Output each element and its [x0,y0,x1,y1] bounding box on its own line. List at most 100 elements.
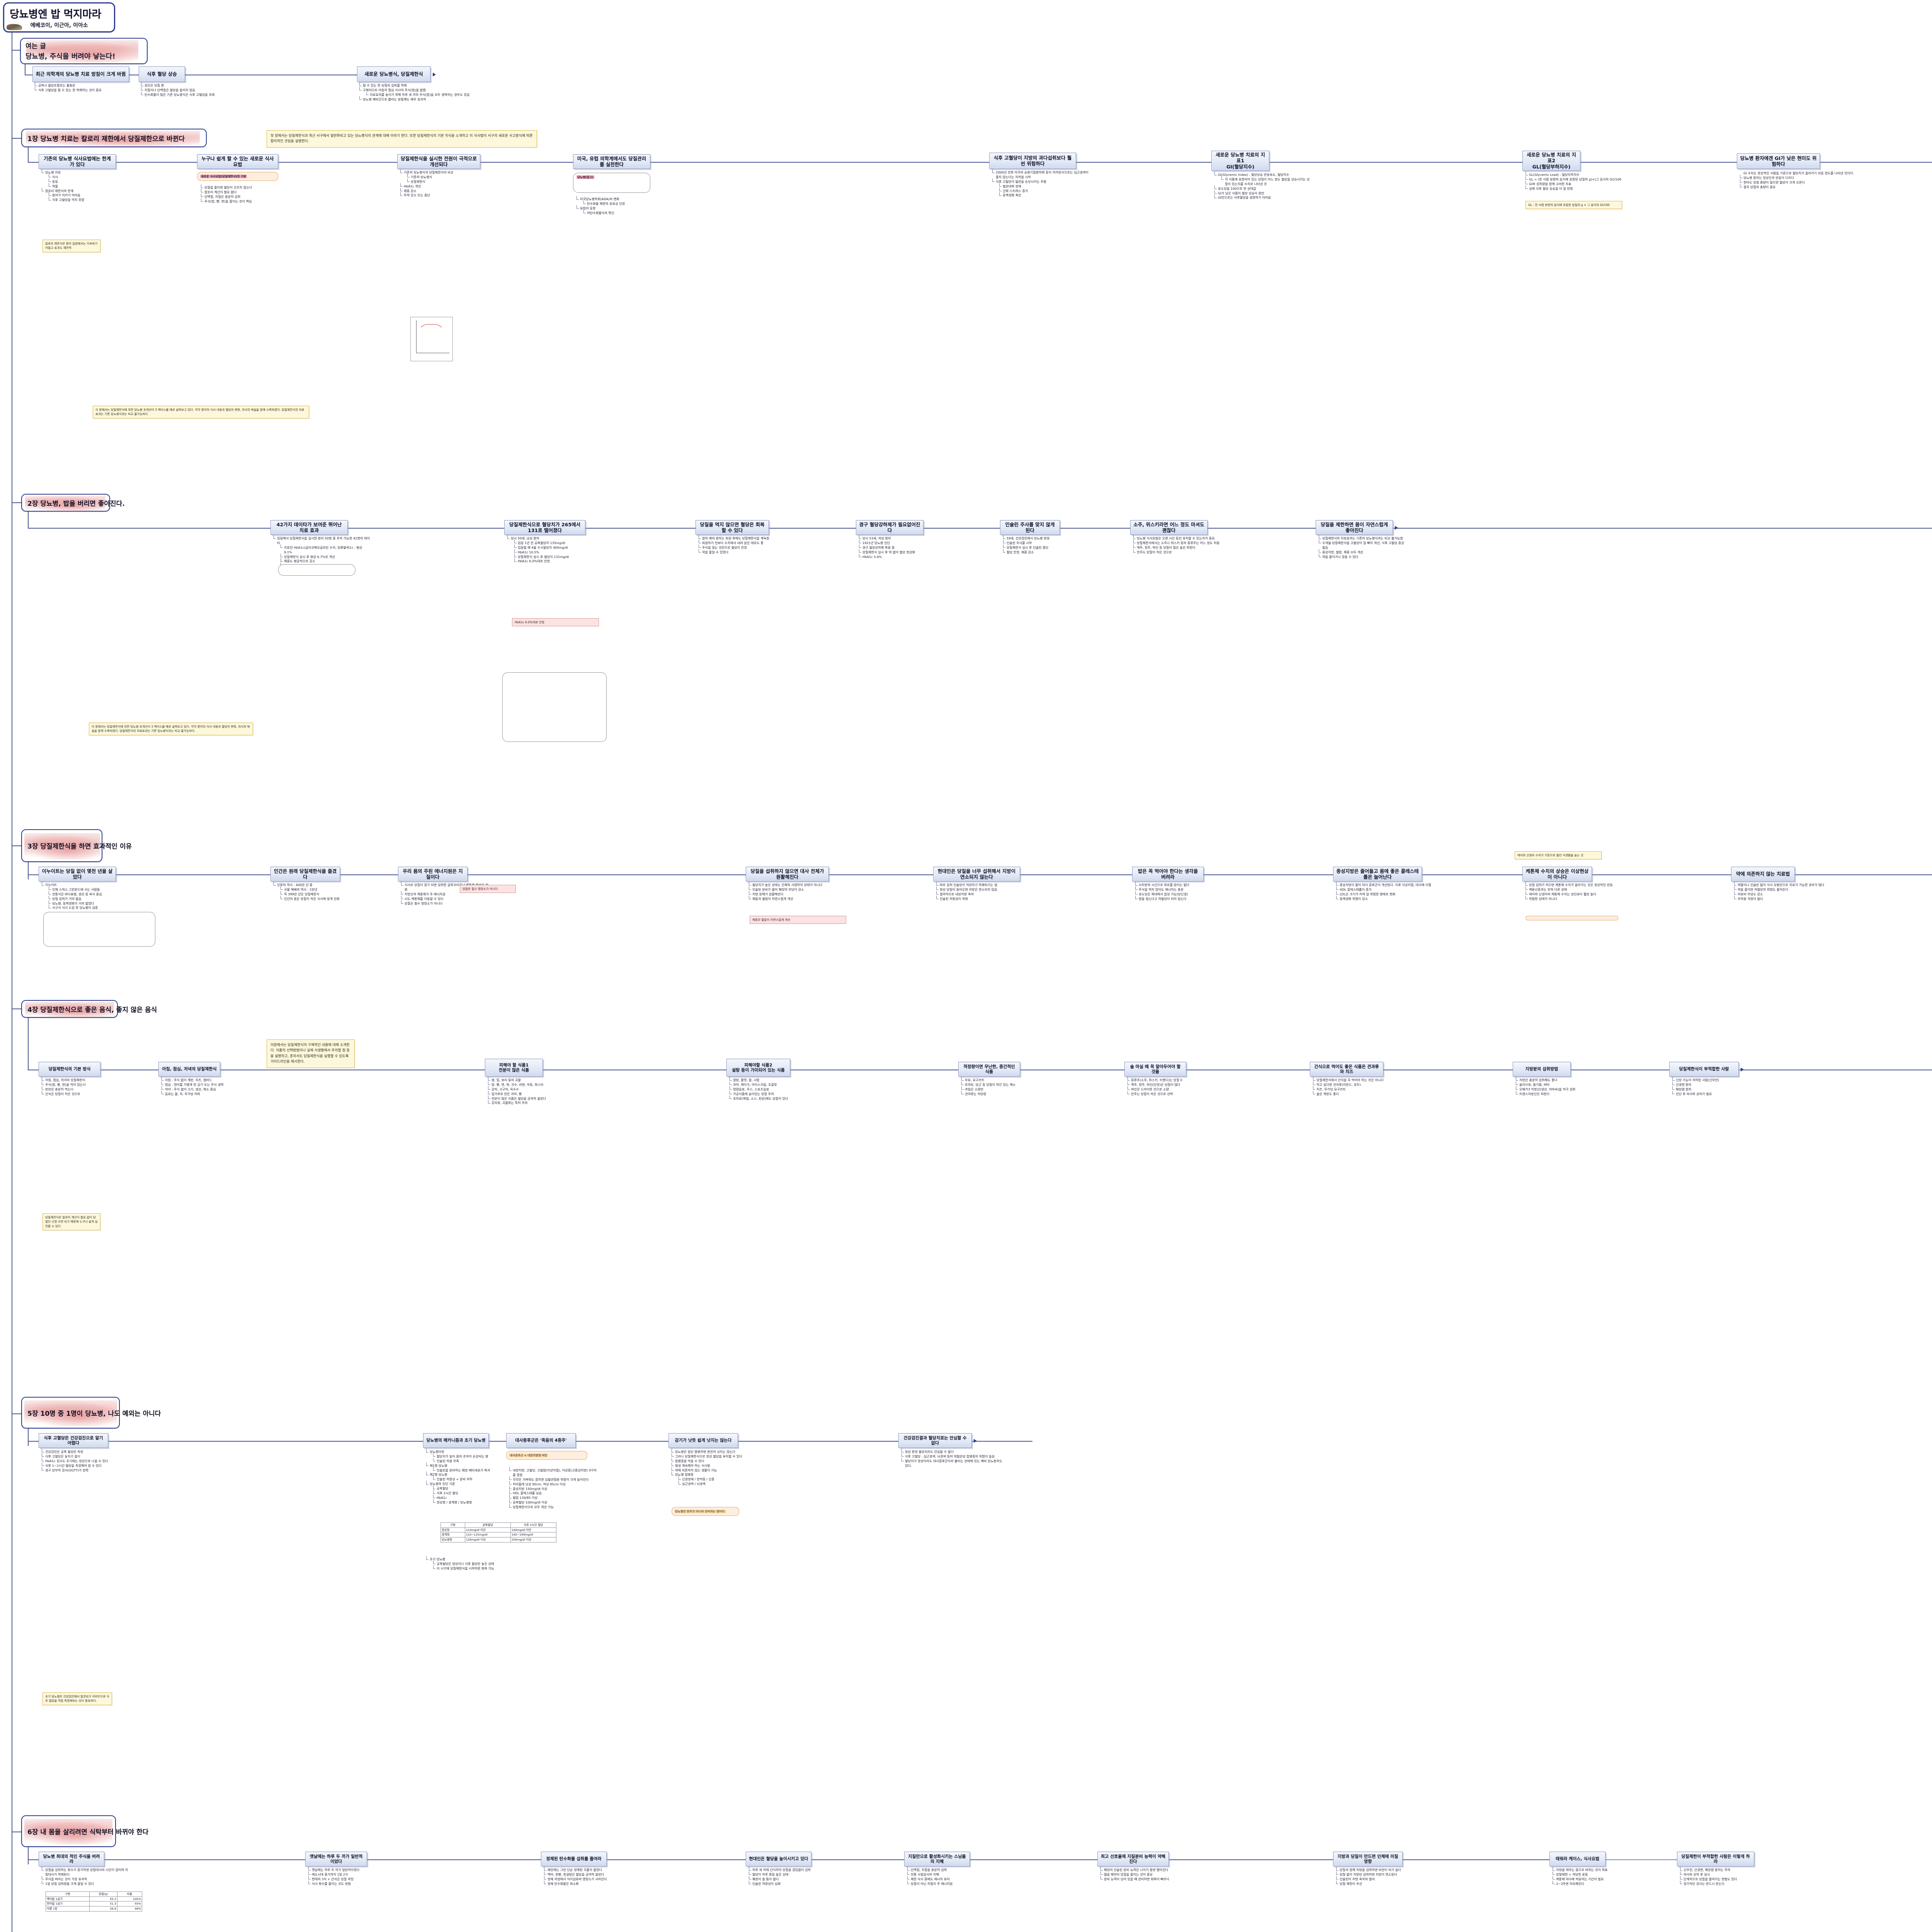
topic-ch6-7[interactable]: 지방과 당질이 만드면 인체에 미칠 영향 [1333,1852,1403,1866]
topic-ch4-2[interactable]: 아침, 점심, 저녁의 당질제한식 [158,1062,220,1077]
topic-label: 적정량이면 무난한, 중간적인 식품 [963,1064,1015,1074]
note-ch5-2: 초기 당뇨병은 건강검진에서 발견되기 어려우므로 식후 혈당을 직접 측정해보… [43,1692,112,1705]
topic-ch2-3[interactable]: 당질을 먹지 않으면 혈당은 회복할 수 있다 [696,520,769,535]
topic-opener-1[interactable]: 최근 의학계의 당뇨병 치료 방침이 크게 바뀜 [32,66,129,82]
topic-label: 당질제한식이 부적합한 사람 [1679,1066,1729,1072]
topic-ch4-9[interactable]: 당질제한식이 부적합한 사람 [1669,1062,1739,1077]
topic-label: 당뇨병의 메카니즘과 초기 당뇨병 [426,1438,486,1443]
topic-label: 미국, 유럽 의학계에서도 당질관리를 실천한다 [577,155,646,167]
opener-line1: 여는 글 [26,43,46,50]
topic-ch3-1[interactable]: 이누이트는 당질 없이 몇천 년을 살았다 [39,867,116,881]
topic-ch3-6[interactable]: 밥은 꼭 먹어야 한다는 생각을 버려라 [1132,867,1204,881]
bullets-ch1-1: 당뇨병 치료 식사 운동 약물 칼로리 제한식의 한계 환자가 지키기 어려움 … [42,169,104,202]
chapter-label: 3장 당질제한식을 하면 효과적인 이유 [27,843,132,850]
topic-ch4-4[interactable]: 피해야할 식품2 설탕 등이 가미되어 있는 식품 [726,1059,790,1077]
table-row: 식빵 1장 26.6 48% [45,1906,143,1912]
topic-ch3-2[interactable]: 인간은 원래 당질제한식을 즐겼다 [270,867,340,881]
topic-ch2-6[interactable]: 소주, 위스키라면 어느 정도 마셔도 괜찮다 [1130,520,1208,535]
topic-label: 약에 의존하지 않는 치료법 [1736,871,1790,877]
topic-ch3-3[interactable]: 우리 몸의 주된 에너지원은 지질이다 [398,867,468,881]
connector [12,1413,21,1414]
opener-node[interactable]: 여는 글 당뇨병, 주식을 버려야 낳는다! [20,38,148,64]
topic-ch6-4[interactable]: 현대인은 혈당을 높이시키고 있다 [746,1852,811,1866]
topic-ch6-9[interactable]: 당질제한이 부적합한 사람은 이렇게 하라 [1677,1852,1754,1866]
expand-arrow-icon[interactable] [433,73,436,77]
topic-ch1-8[interactable]: 당뇨병 환자에겐 GI가 낮은 현미도 위험하다 [1737,153,1820,169]
topic-ch6-3[interactable]: 정제된 탄수화물 섭취를 줄여라 [541,1852,607,1866]
topic-ch4-1[interactable]: 당질제한식의 기본 방식 [39,1062,100,1077]
root-node[interactable]: 당뇨병엔 밥 먹지마라 에베코이, 이근아, 이아소 [3,2,115,32]
topic-ch3-8[interactable]: 케톤체 수치의 상승은 이상현상이 아니다 [1522,867,1592,881]
topic-ch3-4[interactable]: 당질을 섭취하지 않으면 대사 전체가 원활해진다 [746,867,829,881]
topic-ch1-6[interactable]: 새로운 당뇨병 치료의 지표1 GI(혈당지수) [1211,151,1269,171]
topic-ch3-7[interactable]: 중성지방은 줄어들고 몸에 좋은 콜레스테롤은 늘어난다 [1333,867,1422,881]
topic-ch2-5[interactable]: 인슐린 주사를 맞지 않게 된다 [1000,520,1060,535]
topic-ch4-7[interactable]: 간식으로 먹어도 좋은 식품은 견과류와 치즈 [1310,1062,1383,1077]
topic-ch2-7[interactable]: 당질을 제한하면 몸이 자연스럽게 좋아진다 [1316,520,1393,535]
table-row: 백미밥 1공기 55.2 100% [45,1896,143,1902]
topic-ch5-4[interactable]: 대사증후군은 '죽음의 4중주' [506,1433,576,1448]
topic-label: 최고 선호율에 지질분비 능력이 약해진다 [1100,1854,1166,1864]
topic-ch2-1[interactable]: 42가지 데이타가 보여준 뛰어난 치료 효과 [270,520,348,535]
topic-ch6-1[interactable]: 당뇨병 최대의 적인 주식을 버려라 [39,1852,104,1866]
topic-ch1-5[interactable]: 식후 고혈당이 지방의 과다섭취보다 훨씬 위험하다 [989,153,1076,169]
topic-ch1-3[interactable]: 당질제한식을 실시한 전원이 극적으로 개선되다 [397,154,480,169]
ch3-4-note: 체중과 혈압이 자연스럽게 개선 [750,916,846,924]
topic-ch1-1[interactable]: 기존의 당뇨병 식사요법에는 한계가 있다 [39,154,116,169]
topic-ch4-5[interactable]: 적정량이면 무난한, 중간적인 식품 [958,1062,1020,1077]
topic-ch6-5[interactable]: 지질만으로 활성화시키는 스님들의 지혜 [904,1852,970,1866]
topic-ch4-6[interactable]: 술 마실 때 꼭 알아두어야 할 것들 [1124,1062,1186,1077]
connector [12,50,20,51]
topic-opener-2[interactable]: 식후 혈당 상승 [139,66,185,82]
bullets-ch6-4: 하루 세 끼에 간식까지 당질을 끊임없이 섭취 혈당이 하루 종일 높은 상태… [749,1867,838,1886]
chapter-node-1[interactable]: 1장 당뇨병 치료는 칼로리 제한에서 당질제한으로 바뀐다 [21,129,207,147]
topic-ch5-5[interactable]: 감기가 낫듯 쉽게 낫지는 않는다 [668,1433,738,1448]
topic-label: 새로운 당뇨병 치료의 지표1 GI(혈당지수) [1215,152,1265,170]
chapter-summary-4: 이장에서는 당질제한식의 구체적인 내용에 대해 소개한다. 식품의 선택방법이… [267,1039,355,1068]
bullets-ch2-7: 당질제한식의 치료효과는 기존의 당뇨병식과는 비교 불가능함 수개월 당질제한… [1319,535,1408,559]
note-ch5-5: 당뇨병은 완치가 아니라 관리하는 병이다. [672,1507,739,1516]
topic-ch1-4[interactable]: 미국, 유럽 의학계에서도 당질관리를 실천한다 [573,154,650,169]
topic-label: 당질을 먹지 않으면 혈당은 회복할 수 있다 [700,521,765,533]
topic-ch6-6[interactable]: 최고 선호율에 지질분비 능력이 약해진다 [1097,1852,1169,1866]
topic-ch1-2[interactable]: 누구나 쉽게 할 수 있는 새로운 식사요법 [197,154,278,169]
topic-ch6-2[interactable]: 옛날에는 하루 두 끼가 일반적이었다 [305,1852,367,1866]
expand-arrow-icon[interactable] [1741,1068,1744,1071]
bullets-opener-2: 원인은 당질 뿐 지질이나 단백질은 혈당을 올리지 않음 탄수화물이 많은 기… [141,82,226,97]
connector [28,528,1932,529]
chapter-node-5[interactable]: 5장 10명 중 1명이 당뇨병, 나도 예외는 아니다 [21,1397,161,1429]
expand-arrow-icon[interactable] [974,1439,977,1443]
bullets-ch4-4: 설탕, 물엿, 꿀, 시럽 과자, 케이크, 아이스크림, 초콜릿 청량음료, … [730,1077,822,1101]
topic-label: 지질만으로 활성화시키는 스님들의 지혜 [908,1854,966,1864]
topic-label: 식후 혈당 상승 [147,71,177,77]
chapter-node-3[interactable]: 3장 당질제한식을 하면 효과적인 이유 [21,829,132,862]
chapter-node-4[interactable]: 4장 당질제한식으로 좋은 음식, 좋지 않은 음식 [21,1000,157,1018]
topic-ch2-4[interactable]: 경구 혈당강하제가 필요없어진다 [856,520,923,535]
topic-ch2-2[interactable]: 당질제한식으로 혈당치가 265에서 131로 떨어졌다 [504,520,585,535]
topic-ch6-8[interactable]: 태워라 케이스, 식사요법 [1549,1852,1605,1866]
note-ch1-1: 칼로리 제한식은 환자 입장에서는 지속하기 어렵고 효과도 제한적 [43,240,100,252]
topic-ch4-8[interactable]: 지방분의 섭취방법 [1513,1062,1571,1077]
chapter-node-2[interactable]: 2장 당뇨병, 밥을 버리면 좋아진다. [21,494,125,512]
topic-opener-3[interactable]: 새로운 당뇨병식, 당질제한식 [357,66,430,82]
topic-label: 최근 의학계의 당뇨병 치료 방침이 크게 바뀜 [36,71,126,77]
chapter1-footer-note: 이 장에서는 당질제한식에 의한 당뇨병 초개선이 3 케이스를 예로 살펴보고… [93,406,309,418]
topic-ch5-2[interactable]: 당뇨병의 메카니즘과 초기 당뇨병 [423,1433,489,1448]
topic-ch5-6[interactable]: 건강검진결과 혈당치로는 안심할 수 없다 [898,1433,972,1448]
topic-ch4-3[interactable]: 피해야 할 식품1 전분이 많은 식품 [485,1059,543,1077]
topic-ch3-9[interactable]: 약에 의존하지 않는 치료법 [1731,867,1795,881]
bullets-ch4-5: 우유, 요구르트 토마토, 당근 등 당질이 약간 있는 채소 과일은 소량만 … [961,1077,1054,1097]
bullets-ch5-4: 내장지방, 고혈당, 고혈압(이상지질), 이상증(고중성지방) 4가지를 말함… [509,1467,598,1510]
bullets-ch2-4: 당시 53세, 여성 환자 1921년 당뇨병 진단 경구 혈당강하제 복용 중… [859,535,942,559]
chapter2-footer-note: 이 장에서는 당질제한식에 의한 당뇨병 초개선이 3 케이스를 예로 살펴보고… [89,723,253,735]
topic-ch5-1[interactable]: 식후 고혈당은 건강검진으로 알기 어렵다 [39,1433,108,1448]
table-row: 현미밥 1공기 51.3 93% [45,1901,143,1906]
bullets-ch2-3: 앞의 예의 환자는 퇴원 후에도 당질제한식을 계속함 퇴원하기 전보다 수치에… [699,535,787,555]
topic-ch3-5[interactable]: 현대인은 당질을 너무 섭취해서 지방이 연소되지 않는다 [933,867,1020,881]
topic-label: 기존의 당뇨병 식사요법에는 한계가 있다 [43,155,111,167]
topic-label: 케톤체 수치의 상승은 이상현상이 아니다 [1526,868,1589,880]
chapter-node-6[interactable]: 6장 내 몸을 살리려면 식탁부터 바뀌야 한다 [21,1815,148,1847]
topic-ch1-7[interactable]: 새로운 당뇨병 치료의 지표2 GL(혈당부하지수) [1522,151,1580,171]
bullets-ch1-8: GI 수치는 정상적인 사람을 기준으로 혈당치가 올라가기 쉬운 정도를 나타… [1740,171,1856,190]
expand-arrow-icon[interactable] [1395,526,1398,530]
